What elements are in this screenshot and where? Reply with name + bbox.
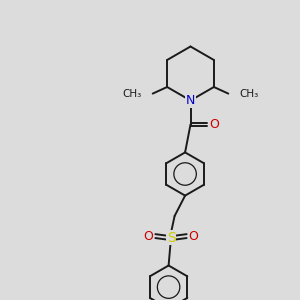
Text: O: O	[144, 230, 153, 243]
Text: CH₃: CH₃	[240, 89, 259, 99]
Text: O: O	[189, 230, 198, 243]
Text: S: S	[167, 231, 176, 244]
Text: O: O	[209, 118, 219, 131]
Text: CH₃: CH₃	[122, 89, 141, 99]
Text: N: N	[186, 94, 195, 107]
